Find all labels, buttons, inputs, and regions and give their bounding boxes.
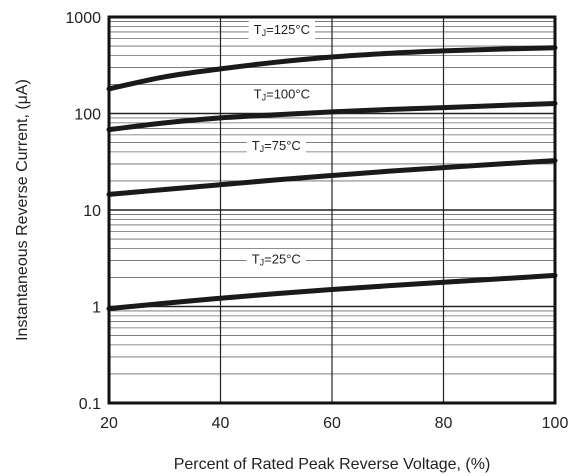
series-labels: TJ=125°C TJ=100°C TJ=75°C TJ=25°C bbox=[246, 21, 315, 269]
series-line-4 bbox=[106, 272, 558, 312]
series-curves bbox=[106, 45, 558, 312]
series-label-4: TJ=25°C bbox=[252, 251, 301, 267]
series-line-1 bbox=[106, 45, 558, 92]
series-line-2 bbox=[106, 101, 558, 133]
series-label-background bbox=[248, 85, 315, 104]
y-tick-label: 10 bbox=[83, 203, 101, 220]
series-label-background bbox=[246, 250, 306, 269]
x-tick-label: 60 bbox=[323, 415, 341, 432]
series-label-background bbox=[248, 21, 315, 40]
series-label-3: TJ=75°C bbox=[252, 138, 301, 154]
x-tick-label: 20 bbox=[100, 415, 118, 432]
y-tick-labels: 0.1 1 10 100 1000 bbox=[65, 10, 101, 413]
y-tick-label: 1 bbox=[92, 300, 101, 317]
series-label-2: TJ=100°C bbox=[254, 86, 310, 102]
y-tick-label: 0.1 bbox=[79, 396, 101, 413]
x-tick-label: 100 bbox=[542, 415, 569, 432]
y-tick-label: 1000 bbox=[65, 10, 101, 27]
y-axis-title: Instantaneous Reverse Current, (μA) bbox=[14, 79, 31, 341]
series-label-1: TJ=125°C bbox=[254, 22, 310, 38]
series-label-background bbox=[246, 137, 306, 156]
major-gridlines bbox=[109, 17, 555, 403]
plot-frame bbox=[107, 15, 557, 405]
y-tick-label: 100 bbox=[74, 107, 101, 124]
x-tick-labels: 20 40 60 80 100 bbox=[100, 415, 568, 432]
x-tick-label: 40 bbox=[212, 415, 230, 432]
x-tick-label: 80 bbox=[435, 415, 453, 432]
x-axis-title: Percent of Rated Peak Reverse Voltage, (… bbox=[174, 456, 491, 473]
series-line-3 bbox=[106, 158, 558, 197]
